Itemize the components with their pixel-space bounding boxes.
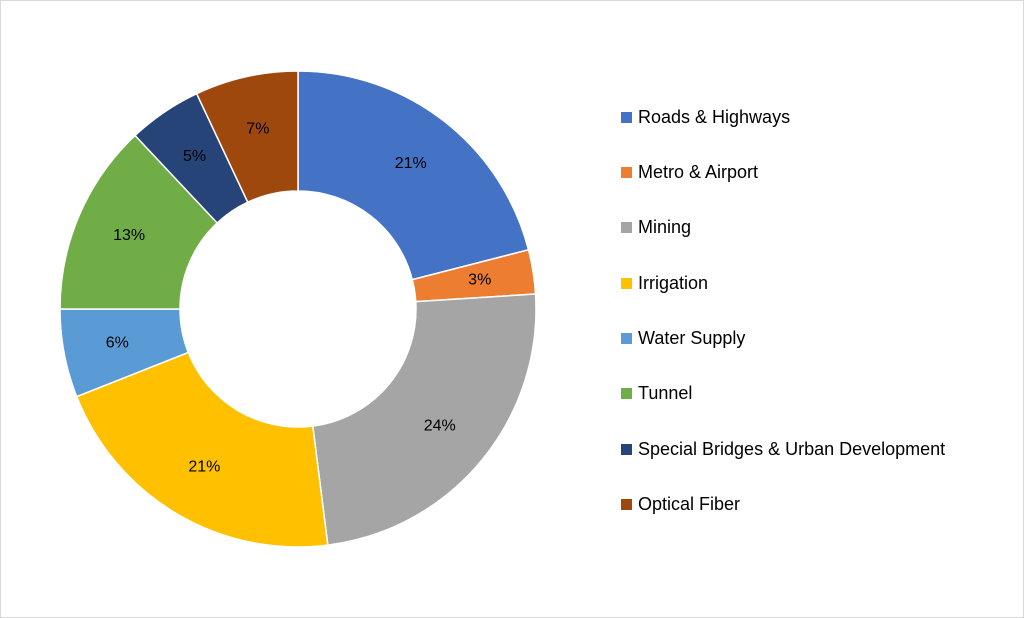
legend-item-irrigation: Irrigation [621, 271, 1011, 295]
legend-item-tunnel: Tunnel [621, 382, 1011, 406]
legend-label: Tunnel [638, 383, 693, 404]
legend-swatch [621, 166, 632, 178]
legend-item-water-supply: Water Supply [621, 327, 1011, 351]
legend-label: Optical Fiber [638, 494, 741, 515]
slice-roads-highways [297, 70, 530, 281]
data-label-metro-airport: 3% [468, 271, 491, 288]
legend-label: Irrigation [638, 272, 709, 293]
legend-item-special-bridges: Special Bridges & Urban Development [621, 437, 1011, 461]
legend-item-metro-airport: Metro & Airport [621, 160, 1011, 184]
data-label-tunnel: 13% [113, 227, 145, 244]
slice-irrigation [75, 351, 329, 548]
slice-optical-fiber [195, 70, 299, 204]
legend: Roads & Highways Metro & Airport Mining … [621, 105, 1011, 548]
legend-swatch [621, 333, 632, 345]
legend-item-mining: Mining [621, 216, 1011, 240]
legend-label: Mining [638, 217, 692, 238]
data-label-special-bridges-urban-development: 5% [183, 148, 206, 165]
legend-swatch [621, 111, 632, 123]
data-label-roads-highways: 21% [395, 155, 427, 172]
slice-tunnel [59, 134, 219, 310]
legend-swatch [621, 388, 632, 400]
legend-item-roads-highways: Roads & Highways [621, 105, 1011, 129]
legend-label: Roads & Highways [638, 106, 791, 127]
data-label-mining: 24% [424, 418, 456, 435]
legend-label: Water Supply [638, 328, 746, 349]
data-label-irrigation: 21% [188, 459, 220, 476]
data-label-optical-fiber: 7% [246, 121, 269, 138]
legend-swatch [621, 277, 632, 289]
legend-swatch [621, 222, 632, 234]
slice-mining [311, 293, 537, 546]
legend-swatch [621, 443, 632, 455]
legend-item-optical-fiber: Optical Fiber [621, 493, 1011, 517]
legend-label: Metro & Airport [638, 161, 759, 182]
legend-swatch [621, 499, 632, 511]
data-label-water-supply: 6% [106, 335, 129, 352]
legend-label: Special Bridges & Urban Development [638, 438, 946, 459]
